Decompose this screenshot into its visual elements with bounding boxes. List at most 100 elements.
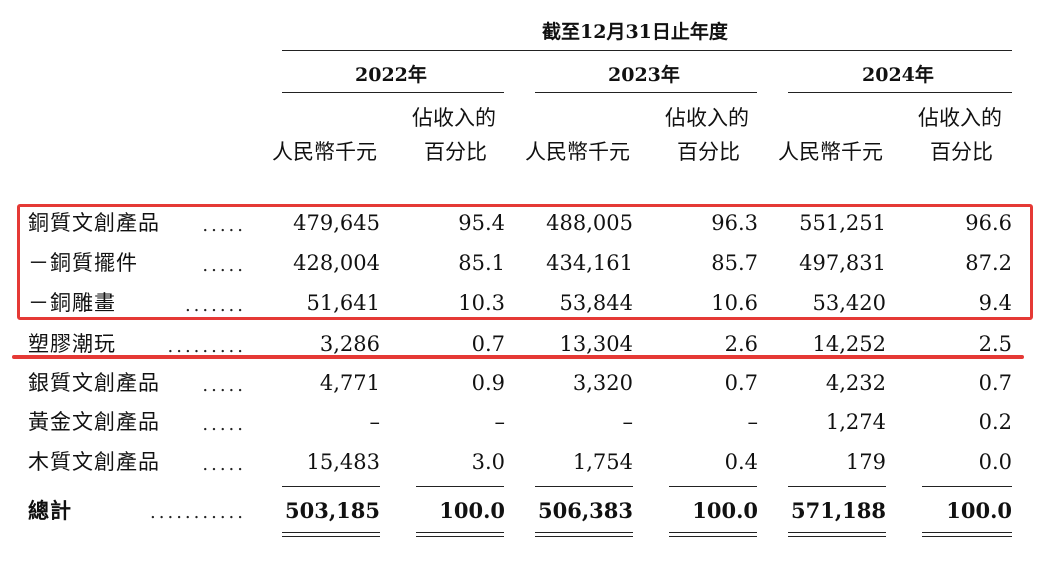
cell-v2024: 53,420 (812, 291, 886, 315)
pct-header-2024-line1: 佔收入的 (918, 106, 1002, 130)
cell-p2023: 0.7 (724, 371, 758, 395)
subtotal-rule-p2024 (922, 486, 1012, 487)
total-underline-1a (282, 532, 380, 533)
row-label: －銅質擺件 (28, 251, 138, 275)
row-label: 木質文創產品 (28, 450, 160, 474)
cell-v2024: 4,232 (825, 371, 886, 395)
cell-p2022: – (494, 410, 506, 434)
total-underline-5a (788, 532, 886, 533)
leader-dots: ..... (202, 375, 246, 396)
row-label: 銀質文創產品 (28, 371, 160, 395)
cell-v2022: 15,483 (306, 450, 380, 474)
row-label: －銅雕畫 (28, 291, 116, 315)
total-underline-3b (535, 536, 633, 537)
total-underline-4a (669, 532, 757, 533)
cell-v2023: – (622, 410, 634, 434)
subtotal-rule-v2023 (535, 486, 633, 487)
year-2024-rule (788, 92, 1012, 93)
pct-header-2024-line2: 百分比 (930, 140, 993, 164)
cell-p2022: 95.4 (458, 211, 505, 235)
year-2022-rule (282, 92, 504, 93)
period-header: 截至12月31日止年度 (542, 21, 728, 43)
total-v2024: 571,188 (791, 498, 886, 523)
subtotal-rule-p2022 (416, 486, 504, 487)
year-2023-header: 2023年 (608, 64, 680, 86)
cell-p2022: 85.1 (458, 251, 505, 275)
leader-dots: ........... (150, 502, 246, 523)
cell-v2023: 13,304 (559, 332, 633, 356)
cell-p2023: 0.4 (724, 450, 758, 474)
leader-dots: ..... (202, 414, 246, 435)
total-underline-2b (416, 536, 504, 537)
cell-p2024: 2.5 (978, 332, 1012, 356)
cell-v2024: 1,274 (825, 410, 886, 434)
total-p2023: 100.0 (692, 498, 758, 523)
cell-v2022: 479,645 (293, 211, 380, 235)
leader-dots: ....... (184, 295, 246, 316)
amount-header-2023: 人民幣千元 (525, 140, 630, 164)
total-underline-2a (416, 532, 504, 533)
highlight-underline (12, 355, 1024, 359)
cell-v2022: 3,286 (319, 332, 380, 356)
amount-header-2024: 人民幣千元 (778, 140, 883, 164)
amount-header-2022: 人民幣千元 (272, 140, 377, 164)
cell-v2024: 14,252 (812, 332, 886, 356)
cell-v2022: 51,641 (306, 291, 380, 315)
cell-p2023: – (747, 410, 759, 434)
total-underline-1b (282, 536, 380, 537)
total-v2023: 506,383 (538, 498, 633, 523)
cell-p2024: 0.0 (978, 450, 1012, 474)
leader-dots: ..... (202, 215, 246, 236)
total-underline-4b (669, 536, 757, 537)
cell-p2023: 85.7 (711, 251, 758, 275)
total-underline-6b (922, 536, 1012, 537)
year-2023-rule (535, 92, 757, 93)
leader-dots: ..... (202, 255, 246, 276)
row-label: 黃金文創產品 (28, 410, 160, 434)
leader-dots: ..... (202, 454, 246, 475)
cell-p2024: 0.7 (978, 371, 1012, 395)
cell-p2023: 2.6 (724, 332, 758, 356)
cell-v2024: 179 (845, 450, 886, 474)
cell-p2024: 9.4 (978, 291, 1012, 315)
pct-header-2022-line2: 百分比 (424, 140, 487, 164)
cell-v2022: 428,004 (293, 251, 380, 275)
cell-v2024: 551,251 (799, 211, 886, 235)
total-p2024: 100.0 (946, 498, 1012, 523)
cell-p2022: 0.7 (471, 332, 505, 356)
header-rule (282, 50, 1012, 51)
cell-p2024: 87.2 (965, 251, 1012, 275)
cell-v2023: 3,320 (572, 371, 633, 395)
total-p2022: 100.0 (439, 498, 505, 523)
cell-v2022: 4,771 (319, 371, 380, 395)
row-label: 銅質文創產品 (28, 211, 160, 235)
total-underline-5b (788, 536, 886, 537)
cell-v2023: 488,005 (546, 211, 633, 235)
cell-p2023: 96.3 (711, 211, 758, 235)
cell-p2023: 10.6 (711, 291, 758, 315)
total-underline-3a (535, 532, 633, 533)
cell-v2024: 497,831 (799, 251, 886, 275)
cell-v2022: – (369, 410, 381, 434)
total-label: 總計 (28, 498, 72, 523)
year-2022-header: 2022年 (355, 64, 427, 86)
year-2024-header: 2024年 (862, 64, 934, 86)
cell-p2022: 10.3 (458, 291, 505, 315)
cell-v2023: 434,161 (546, 251, 633, 275)
leader-dots: ......... (167, 336, 246, 357)
highlight-box (17, 204, 1033, 320)
cell-v2023: 53,844 (559, 291, 633, 315)
total-v2022: 503,185 (285, 498, 380, 523)
total-underline-6a (922, 532, 1012, 533)
subtotal-rule-p2023 (669, 486, 757, 487)
row-label: 塑膠潮玩 (28, 332, 116, 356)
cell-v2023: 1,754 (572, 450, 633, 474)
pct-header-2023-line2: 百分比 (677, 140, 740, 164)
subtotal-rule-v2024 (788, 486, 886, 487)
cell-p2022: 0.9 (471, 371, 505, 395)
cell-p2022: 3.0 (471, 450, 505, 474)
pct-header-2023-line1: 佔收入的 (665, 106, 749, 130)
pct-header-2022-line1: 佔收入的 (412, 106, 496, 130)
subtotal-rule-v2022 (282, 486, 380, 487)
cell-p2024: 96.6 (965, 211, 1012, 235)
